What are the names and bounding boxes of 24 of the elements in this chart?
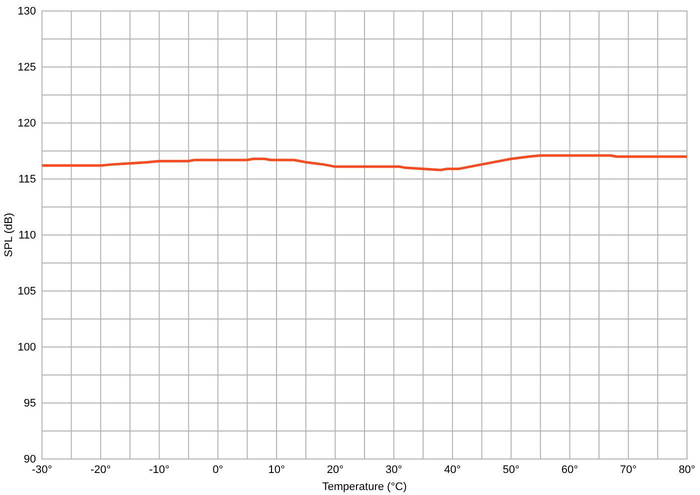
x-tick-label: 0°: [212, 464, 224, 476]
x-tick-label: -20°: [90, 464, 111, 476]
y-tick-label: 115: [18, 174, 36, 186]
x-tick-label: 30°: [386, 464, 402, 476]
y-tick-label: 110: [18, 230, 36, 242]
y-axis-title: SPL (dB): [3, 212, 15, 258]
y-tick-label: 95: [24, 398, 36, 410]
line-series: [40, 154, 688, 172]
x-tick-label: 50°: [502, 464, 520, 476]
y-tick-label: 90: [24, 454, 36, 466]
x-tick-label: 10°: [268, 464, 285, 476]
x-axis-title: Temperature (°C): [322, 481, 407, 493]
x-tick-label: -30°: [32, 464, 52, 476]
y-tick-label: 125: [18, 62, 36, 74]
x-tick-label: 80°: [678, 464, 696, 476]
y-tick-label: 120: [18, 118, 36, 130]
x-tick-label: 20°: [326, 464, 344, 476]
y-tick-label: 105: [18, 286, 36, 298]
y-tick-label: 100: [18, 342, 36, 354]
x-tick-label: 40°: [444, 464, 461, 476]
x-tick-label: -10°: [149, 464, 170, 476]
y-tick-label: 130: [18, 6, 36, 18]
x-tick-label: 70°: [620, 464, 637, 476]
x-tick-label: 60°: [561, 464, 578, 476]
